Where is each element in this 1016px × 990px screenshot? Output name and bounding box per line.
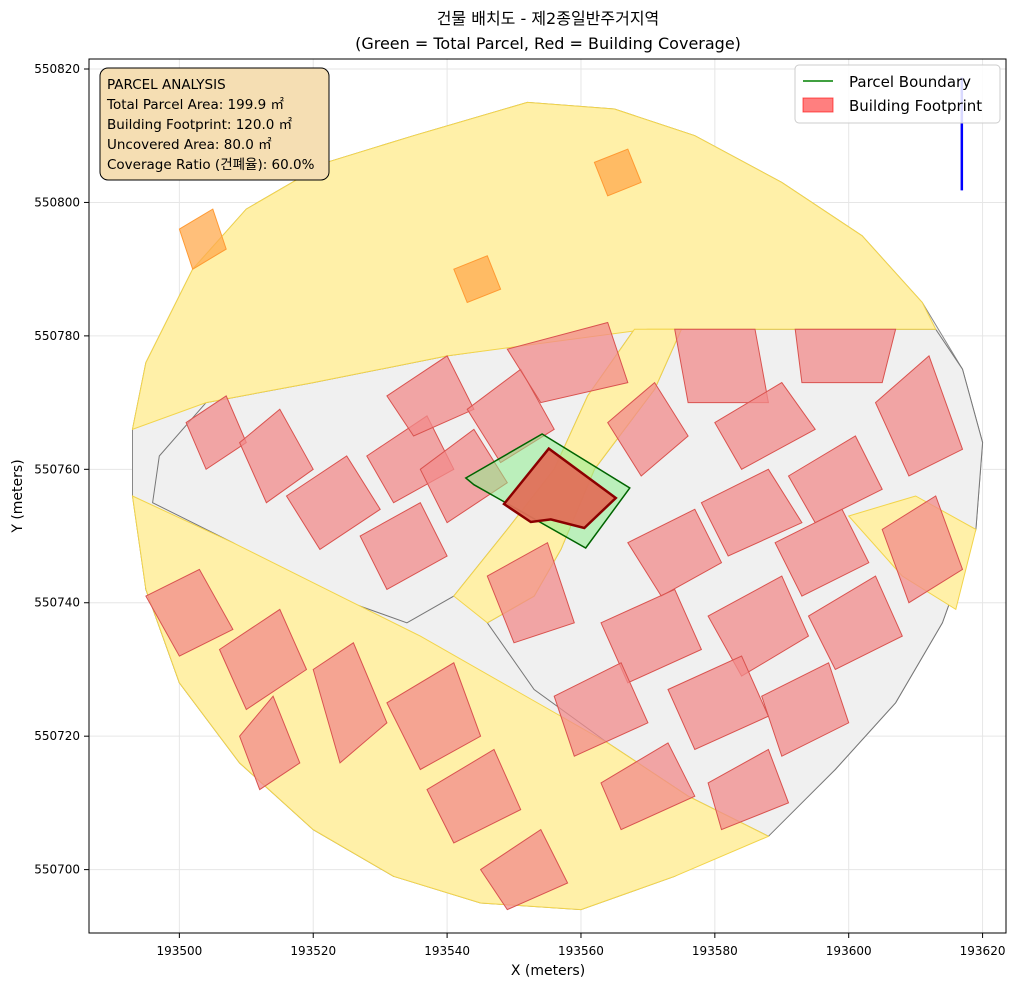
x-axis-label: X (meters): [511, 963, 585, 979]
x-axis-ticks: 193500 193520 193540 193560 193580 193600 1936…: [156, 933, 1005, 958]
y-axis-ticks: 550700 550720 550740 550760 550780 550800 5508…: [34, 62, 89, 877]
highlight-parcel-1: [453, 255, 502, 304]
x-tick-label-0: 193500: [156, 944, 202, 958]
building-footprint-18: [881, 495, 964, 604]
building-footprint-30: [218, 608, 308, 711]
building-footprint-8: [506, 321, 629, 404]
y-tick-label-6: 550820: [34, 62, 80, 76]
y-tick-label-3: 550760: [34, 462, 80, 476]
building-footprint-1: [238, 408, 314, 504]
building-footprint-2: [285, 455, 381, 551]
plot-frame: [88, 58, 1007, 934]
building-footprint-20: [707, 575, 810, 677]
info-box-line-coverage: Coverage Ratio (건폐율): 60.0%: [107, 157, 315, 173]
building-footprint-17: [774, 508, 870, 597]
highlight-parcel-2: [593, 148, 642, 197]
building-footprint-28: [426, 748, 522, 844]
building-footprint-4: [359, 502, 448, 591]
y-tick-label-4: 550780: [34, 329, 80, 343]
building-footprint-29: [145, 568, 234, 657]
chart-title-line1: 건물 배치도 - 제2종일반주거지역: [437, 9, 660, 28]
legend: Parcel Boundary Building Footprint: [794, 64, 1001, 124]
y-tick-label-5: 550800: [34, 195, 80, 209]
legend-building-footprint-swatch: [802, 97, 834, 113]
building-footprint-23: [761, 662, 850, 757]
building-footprint-16: [627, 508, 723, 597]
info-box-line-uncovered: Uncovered Area: 80.0 ㎡: [107, 137, 272, 153]
info-box-background: [99, 67, 330, 181]
y-axis-label: Y (meters): [10, 459, 26, 533]
info-box-line-total-area: Total Parcel Area: 199.9 ㎡: [106, 97, 284, 113]
info-box: PARCEL ANALYSIS Total Parcel Area: 199.9…: [99, 67, 330, 181]
building-footprint-33: [479, 828, 569, 911]
legend-background: [794, 64, 1001, 124]
building-footprint-34: [239, 695, 301, 791]
legend-parcel-boundary-label: Parcel Boundary: [849, 73, 971, 91]
building-footprint-26: [600, 742, 696, 831]
x-tick-label-3: 193560: [558, 944, 604, 958]
building-footprint-12: [714, 381, 816, 470]
building-footprint-24: [553, 662, 649, 757]
road-area-0: [131, 101, 937, 431]
chart-title: 건물 배치도 - 제2종일반주거지역 (Green = Total Parcel…: [355, 9, 741, 53]
building-footprint-31: [312, 642, 388, 764]
building-footprint-10: [674, 328, 769, 404]
info-box-line-heading: PARCEL ANALYSIS: [107, 77, 226, 93]
y-tick-label-1: 550720: [34, 729, 80, 743]
building-footprint-19: [807, 575, 903, 671]
x-tick-label-5: 193600: [826, 944, 872, 958]
target-building-footprint: [502, 446, 618, 530]
building-footprint-11: [794, 328, 897, 384]
x-tick-label-2: 193540: [424, 944, 470, 958]
x-tick-label-4: 193580: [692, 944, 738, 958]
legend-building-footprint-label: Building Footprint: [849, 97, 982, 115]
building-footprint-27: [707, 748, 790, 831]
x-tick-label-6: 193620: [960, 944, 1006, 958]
y-tick-label-2: 550740: [34, 596, 80, 610]
building-footprint-32: [386, 662, 482, 771]
building-footprint-25: [486, 541, 575, 644]
x-tick-label-1: 193520: [290, 944, 336, 958]
building-footprint-13: [787, 435, 883, 524]
map-layers: [131, 77, 984, 911]
building-footprint-21: [600, 588, 703, 684]
y-tick-label-0: 550700: [34, 863, 80, 877]
highlight-parcel-0: [178, 208, 227, 270]
building-footprint-15: [700, 468, 803, 557]
info-box-line-footprint: Building Footprint: 120.0 ㎡: [107, 117, 293, 133]
building-footprint-9: [607, 381, 689, 477]
chart-title-line2: (Green = Total Parcel, Red = Building Co…: [355, 34, 741, 53]
building-footprint-14: [874, 355, 964, 477]
